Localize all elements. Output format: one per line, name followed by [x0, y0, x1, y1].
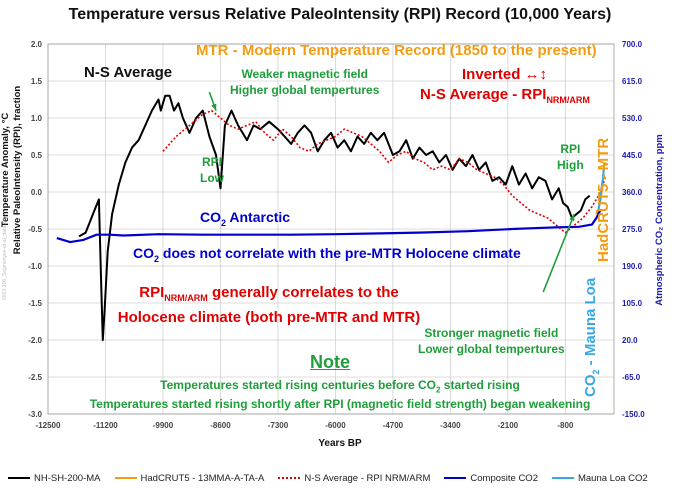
y-tick-label: 1.5 — [31, 77, 43, 86]
plot-frame — [47, 43, 615, 415]
y2-tick-label: 190.0 — [622, 262, 643, 271]
legend-item: Composite CO2 — [444, 473, 538, 484]
legend-swatch — [551, 477, 574, 479]
x-tick-label: -6000 — [325, 421, 346, 430]
arrow-stronger-field — [542, 213, 575, 293]
note-line-2: Temperatures started rising shortly afte… — [89, 397, 591, 411]
rpi-correlation-annotation: RPINRM/ARM generally correlates to the H… — [117, 284, 421, 326]
series-line-mauna-loa — [597, 168, 605, 212]
mtr-title-annotation: MTR - Modern Temperature Record (1850 to… — [196, 42, 597, 59]
y2-tick-label: 700.0 — [622, 40, 643, 49]
y2-tick-label: 445.0 — [622, 151, 643, 160]
legend-item: NH-SH-200-MA — [8, 473, 101, 484]
y2-tick-label: -65.0 — [622, 373, 641, 382]
legend-item: HadCRUT5 - 13MMA-A-TA-A — [114, 472, 265, 484]
y-tick-label: 0.5 — [31, 151, 43, 160]
series-line-composite-co2 — [56, 208, 602, 244]
y2-axis-label: Atmospheric CO₂ Concentration, ppm — [654, 134, 665, 306]
y2-tick-label: 530.0 — [622, 114, 643, 123]
y-tick-label: 0.0 — [31, 188, 43, 197]
source-watermark: 2023-106_Segmenyev-et-al_data.xlsx — [2, 215, 8, 300]
legend-label: N-S Average - RPI NRM/ARM — [304, 472, 431, 484]
y-tick-label: -0.5 — [28, 225, 42, 234]
hadcrut-mtr-vertical-label: HadCRUT5 - MTR — [595, 137, 612, 262]
y2-tick-label: 615.0 — [622, 77, 643, 86]
y2-tick-label: 20.0 — [622, 336, 638, 345]
y-tick-label: -3.0 — [28, 410, 42, 419]
y-tick-label: -2.0 — [28, 336, 42, 345]
x-tick-label: -12500 — [36, 421, 61, 430]
stronger-field-annotation: Stronger magnetic field Lower global tem… — [418, 326, 565, 356]
x-axis-label: Years BP — [318, 438, 362, 449]
x-tick-label: -11200 — [93, 421, 118, 430]
axes: 2.0 1.5 1.0 0.5 0.0 -0.5 -1.0 -1.5 -2.0 -2.5 -3.0 -… — [28, 40, 645, 430]
arrow-weaker-field-head — [211, 103, 217, 111]
x-tick-label: -3400 — [440, 421, 461, 430]
x-tick-label: -8600 — [210, 421, 231, 430]
x-tick-label: -800 — [557, 421, 574, 430]
legend-label: NH-SH-200-MA — [34, 472, 101, 484]
co2-no-correlation-annotation: CO2 does not correlate with the pre-MTR … — [133, 245, 521, 264]
weaker-field-annotation: Weaker magnetic field Higher global temp… — [230, 67, 380, 97]
annotation-arrows — [208, 91, 575, 293]
legend-item: Mauna Loa CO2 — [551, 472, 648, 484]
y2-tick-label: 275.0 — [622, 225, 643, 234]
y2-tick-label: 360.0 — [622, 188, 643, 197]
legend-label: Mauna Loa CO2 — [577, 472, 648, 484]
ns-rpi-annotation: N-S Average - RPINRM/ARM — [420, 86, 590, 105]
legend-swatch — [444, 477, 467, 479]
legend-swatch — [114, 477, 137, 479]
note-title: Note — [310, 352, 350, 372]
note-line-1: Temperatures started rising centuries be… — [160, 378, 520, 395]
x-tick-label: -4700 — [383, 421, 404, 430]
x-tick-label: -2100 — [498, 421, 519, 430]
rpi-high-annotation: RPI High — [557, 142, 584, 172]
series-line-nh-sh — [78, 94, 591, 341]
legend-label: Composite CO2 — [470, 472, 538, 484]
ns-average-annotation: N-S Average — [84, 64, 173, 81]
rpi-low-annotation: RPI Low — [200, 155, 224, 185]
y-tick-label: -1.5 — [28, 299, 42, 308]
legend-label: HadCRUT5 - 13MMA-A-TA-A — [140, 472, 265, 484]
x-tick-label: -9900 — [153, 421, 174, 430]
y-tick-label: -1.0 — [28, 262, 42, 271]
chart-title: Temperature versus Relative PaleoIntensi… — [68, 6, 612, 23]
y-tick-label: 2.0 — [31, 40, 43, 49]
series-lines — [56, 94, 606, 341]
co2-antarctic-annotation: CO2 Antarctic — [200, 209, 291, 228]
arrow-stronger-field-head — [569, 214, 575, 222]
chart-legend: NH-SH-200-MA HadCRUT5 - 13MMA-A-TA-A N-S… — [8, 468, 672, 488]
legend-swatch — [8, 477, 30, 479]
y-tick-label: 1.0 — [31, 114, 43, 123]
inverted-annotation: Inverted ↔↕ — [462, 66, 548, 83]
legend-item: N-S Average - RPI NRM/ARM — [278, 473, 430, 484]
y2-tick-label: -150.0 — [622, 410, 645, 419]
y2-tick-label: 105.0 — [622, 299, 643, 308]
legend-swatch — [278, 477, 301, 479]
y-tick-label: -2.5 — [28, 373, 42, 382]
x-tick-label: -7300 — [268, 421, 289, 430]
